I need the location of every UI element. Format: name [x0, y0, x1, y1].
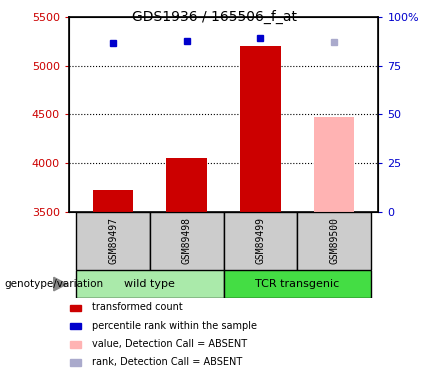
- Bar: [70, 323, 81, 330]
- Bar: [314, 117, 354, 212]
- Bar: [70, 341, 81, 348]
- Text: GSM89498: GSM89498: [182, 217, 192, 264]
- Bar: [150, 212, 224, 270]
- Bar: [297, 212, 371, 270]
- Text: genotype/variation: genotype/variation: [4, 279, 104, 289]
- Bar: [76, 270, 224, 298]
- Bar: [224, 270, 371, 298]
- Text: GDS1936 / 165506_f_at: GDS1936 / 165506_f_at: [132, 9, 298, 24]
- Text: GSM89497: GSM89497: [108, 217, 118, 264]
- Text: rank, Detection Call = ABSENT: rank, Detection Call = ABSENT: [92, 357, 242, 367]
- Text: TCR transgenic: TCR transgenic: [255, 279, 339, 289]
- Text: GSM89500: GSM89500: [329, 217, 339, 264]
- Bar: [76, 212, 150, 270]
- Text: GSM89499: GSM89499: [255, 217, 265, 264]
- Bar: [70, 304, 81, 311]
- Polygon shape: [54, 278, 67, 291]
- Bar: [166, 158, 207, 212]
- Text: value, Detection Call = ABSENT: value, Detection Call = ABSENT: [92, 339, 247, 349]
- Text: percentile rank within the sample: percentile rank within the sample: [92, 321, 257, 330]
- Bar: [224, 212, 297, 270]
- Bar: [70, 360, 81, 366]
- Bar: [93, 190, 133, 212]
- Bar: [240, 46, 281, 212]
- Text: wild type: wild type: [124, 279, 175, 289]
- Text: transformed count: transformed count: [92, 302, 183, 312]
